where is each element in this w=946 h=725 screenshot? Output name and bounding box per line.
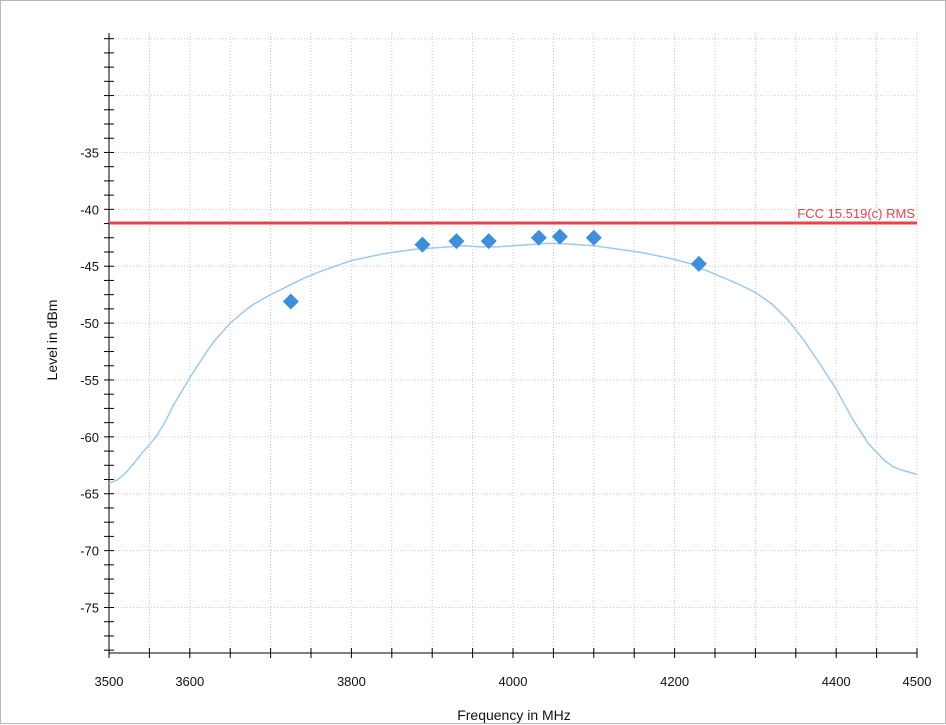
spectrum-trace <box>108 242 918 485</box>
x-tick-label: 4000 <box>499 674 528 689</box>
peak-marker <box>414 236 431 253</box>
y-tick-label: -60 <box>80 430 99 445</box>
peak-marker <box>530 229 547 246</box>
y-tick-label: -35 <box>80 145 99 160</box>
x-tick-label: 3800 <box>337 674 366 689</box>
x-tick-label: 4400 <box>822 674 851 689</box>
y-tick-label: -40 <box>80 202 99 217</box>
limit-layer: FCC 15.519(c) RMS <box>109 206 917 225</box>
tick-labels: 3500 3600 3800 4000 4200 4400 4500 -35 -40 -45 -50… <box>80 145 931 689</box>
limit-line-label: FCC 15.519(c) RMS <box>797 206 915 221</box>
peak-marker <box>448 233 465 250</box>
y-tick-label: -45 <box>80 259 99 274</box>
y-tick-label: -55 <box>80 373 99 388</box>
peak-marker <box>551 228 568 245</box>
y-tick-label: -65 <box>80 487 99 502</box>
trace-layer <box>108 242 918 485</box>
peak-marker <box>480 233 497 250</box>
axes <box>104 33 918 658</box>
peak-marker <box>282 293 299 310</box>
x-tick-label: 4500 <box>903 674 932 689</box>
x-tick-label: 4200 <box>660 674 689 689</box>
marker-layer <box>282 228 707 310</box>
y-tick-label: -50 <box>80 316 99 331</box>
x-tick-label: 3600 <box>175 674 204 689</box>
peak-marker <box>585 229 602 246</box>
y-axis-title: Level in dBm <box>44 300 60 381</box>
y-tick-label: -70 <box>80 544 99 559</box>
y-tick-label: -75 <box>80 600 99 615</box>
x-tick-label: 3500 <box>95 674 124 689</box>
grid <box>109 33 918 653</box>
peak-marker <box>690 255 707 272</box>
x-axis-title: Frequency in MHz <box>457 707 571 723</box>
